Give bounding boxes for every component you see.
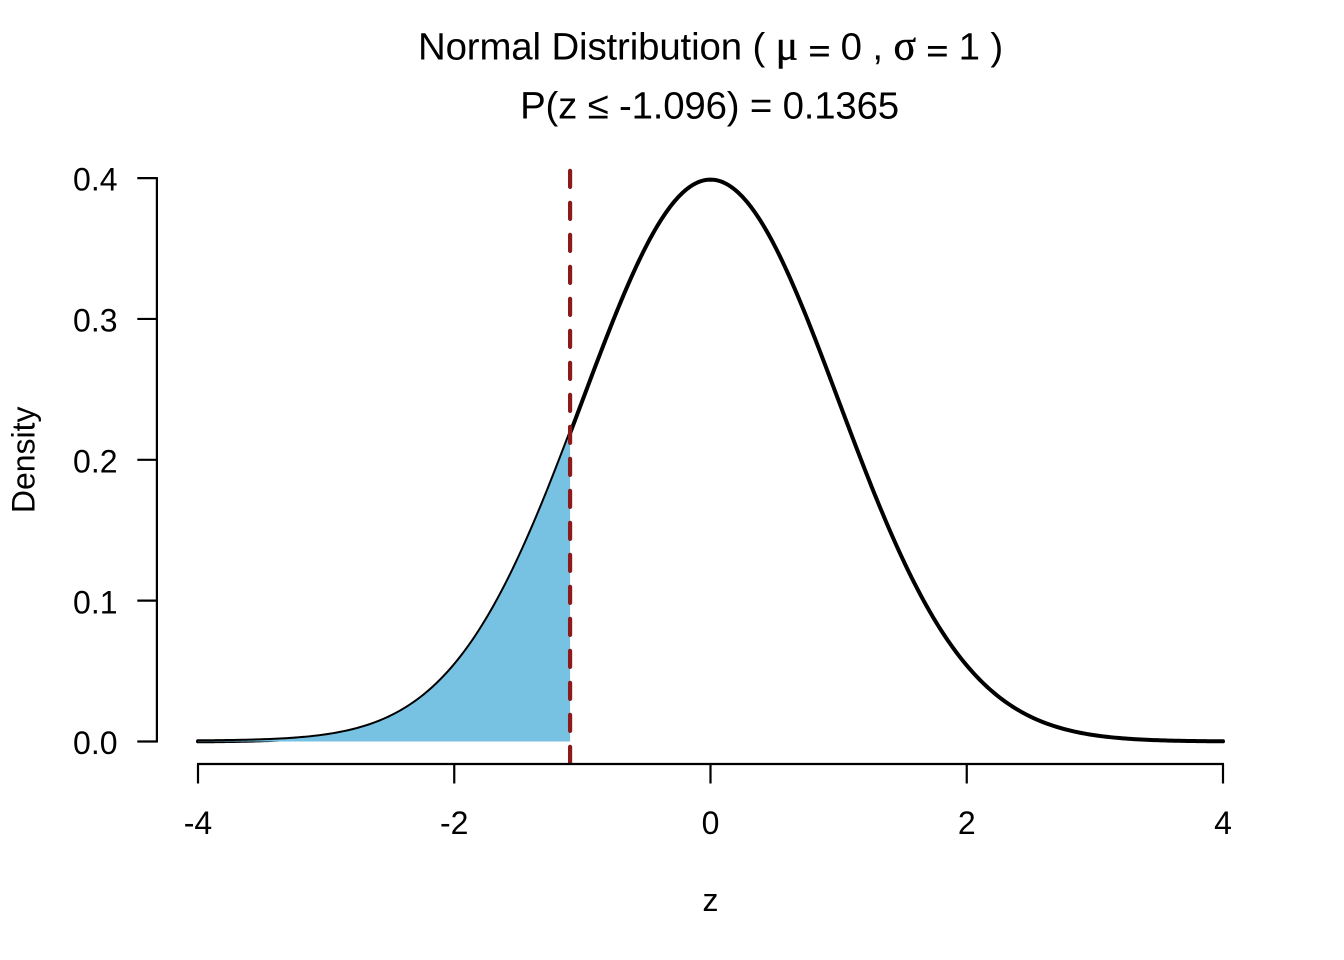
svg-text:Normal Distribution ( μ = 0 ,: Normal Distribution ( μ = 0 , σ = 1 ) <box>418 23 1003 73</box>
svg-text:2: 2 <box>958 805 976 841</box>
svg-text:4: 4 <box>1214 805 1232 841</box>
svg-text:z: z <box>703 882 719 918</box>
svg-text:0.1: 0.1 <box>73 584 117 620</box>
svg-text:0.3: 0.3 <box>73 303 117 339</box>
svg-text:-2: -2 <box>440 805 468 841</box>
svg-text:-4: -4 <box>184 805 212 841</box>
svg-text:0.0: 0.0 <box>73 725 117 761</box>
svg-text:Density: Density <box>6 406 42 513</box>
svg-text:0: 0 <box>702 805 720 841</box>
svg-text:0.2: 0.2 <box>73 443 117 479</box>
svg-text:0.4: 0.4 <box>73 162 117 198</box>
svg-text:P(z ≤ -1.096) = 0.1365: P(z ≤ -1.096) = 0.1365 <box>520 84 899 127</box>
